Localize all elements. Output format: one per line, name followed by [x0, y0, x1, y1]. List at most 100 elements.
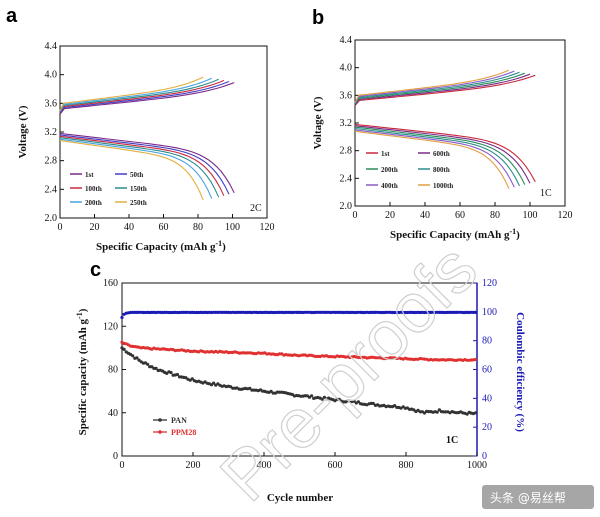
point-pan: [271, 391, 275, 395]
point-pan: [137, 358, 141, 362]
point-coulombic-efficiency: [278, 310, 282, 314]
point-pan: [474, 411, 478, 415]
legend-label: 200th: [381, 166, 398, 174]
chart-b: 0 20 40 60 80 100 120 2.0 2.4 2.8 3.2 3.6 4.0 4.4 1s…: [312, 35, 573, 241]
y-tick-label: 120: [103, 321, 118, 332]
chart-c-y-ticks: 0 40 80 120 160: [103, 278, 126, 462]
chart-a-xlabel: Specific Capacity (mAh g-1): [96, 239, 226, 253]
charge-curve-150th: [59, 78, 219, 113]
y-tick-label: 3.2: [45, 127, 58, 138]
charge-curve-100th: [59, 79, 225, 113]
x-tick-label: 100: [225, 222, 240, 233]
point-coulombic-efficiency: [271, 310, 275, 315]
point-pan: [212, 381, 216, 385]
point-coulombic-efficiency: [456, 310, 461, 314]
chart-c-ylabel: Specific capacity (mAh g-1): [75, 308, 89, 435]
credit-text: 头条 @易丝帮: [490, 491, 566, 505]
point-coulombic-efficiency: [214, 310, 218, 314]
x-tick-label: 400: [257, 460, 272, 471]
y-tick-label: 2.4: [45, 184, 58, 195]
y-tick-label: 3.6: [340, 90, 353, 101]
point-ppm28: [474, 357, 478, 362]
chart-b-ylabel: Voltage (V): [312, 96, 324, 149]
point-ppm28: [356, 355, 360, 360]
y-tick-label: 3.2: [340, 118, 353, 129]
y-tick-label: 4.4: [45, 41, 58, 52]
x-tick-label: 20: [90, 222, 100, 233]
watermark: Pre-proofs: [205, 229, 491, 515]
x-tick-label: 0: [58, 222, 63, 233]
point-ppm28: [456, 358, 461, 362]
point-pan: [169, 370, 173, 375]
chart-c-y2-ticks: 0 20 40 60 80 100 120: [473, 278, 497, 462]
chart-a-annotation: 2C: [250, 203, 262, 214]
point-pan: [190, 377, 194, 381]
y2-tick-label: 60: [482, 365, 492, 376]
point-coulombic-efficiency: [474, 310, 478, 314]
point-coulombic-efficiency: [448, 310, 452, 314]
discharge-curve-200th: [354, 126, 526, 185]
discharge-curve-50th: [59, 134, 230, 195]
x-tick-label: 80: [490, 210, 500, 221]
point-pan: [154, 366, 158, 370]
legend-label: 800th: [433, 166, 450, 174]
point-pan: [122, 347, 126, 351]
chart-c-xlabel: Cycle number: [267, 492, 333, 504]
point-coulombic-efficiency: [393, 310, 397, 315]
y2-tick-label: 100: [482, 307, 497, 318]
y-tick-label: 2.0: [340, 201, 353, 212]
y2-tick-label: 20: [482, 422, 492, 433]
point-coulombic-efficiency: [235, 310, 239, 314]
x-tick-label: 20: [385, 210, 395, 221]
charge-curve-400th: [354, 70, 515, 104]
point-pan: [135, 356, 139, 360]
chart-a-ylabel: Voltage (V): [17, 105, 29, 158]
legend-label: 600th: [433, 150, 450, 158]
point-pan: [248, 386, 252, 390]
charge-curve-50th: [59, 80, 230, 114]
legend-label: 200th: [85, 199, 102, 207]
point-coulombic-efficiency: [442, 310, 446, 315]
point-pan: [152, 366, 156, 370]
y-tick-label: 2.4: [340, 173, 353, 184]
y2-tick-label: 80: [482, 336, 492, 347]
credit-badge: [482, 485, 594, 509]
discharge-curve-400th: [354, 129, 515, 188]
x-tick-label: 0: [120, 460, 125, 471]
point-pan: [175, 372, 179, 377]
point-coulombic-efficiency: [192, 310, 196, 315]
y-tick-label: 80: [108, 365, 118, 376]
charge-curve-200th: [59, 77, 213, 112]
point-coulombic-efficiency: [344, 310, 348, 314]
point-coulombic-efficiency: [371, 310, 375, 314]
point-pan: [442, 410, 446, 414]
point-pan: [393, 404, 397, 408]
legend-label: 100th: [85, 185, 102, 193]
point-pan: [352, 399, 356, 403]
legend-label: 400th: [381, 182, 398, 190]
x-tick-label: 60: [159, 222, 169, 233]
y-tick-label: 4.0: [45, 70, 58, 81]
charge-curve-1st: [354, 74, 536, 107]
legend-label: 250th: [130, 199, 147, 207]
discharge-curve-600th: [354, 125, 531, 184]
legend-label: 1000th: [433, 182, 453, 190]
chart-c-y2label: Coulombic efficiency (%): [514, 312, 526, 432]
point-coulombic-efficiency: [427, 310, 431, 314]
charge-curve-200th: [354, 72, 525, 105]
point-coulombic-efficiency: [335, 310, 339, 314]
y-tick-label: 4.0: [340, 63, 353, 74]
point-coulombic-efficiency: [286, 310, 290, 314]
panel-label-b: b: [312, 7, 324, 29]
chart-b-legend: 1st 600th 200th 800th 400th 1000th: [366, 150, 453, 190]
x-tick-label: 120: [260, 222, 275, 233]
x-tick-label: 40: [124, 222, 134, 233]
legend-label: 1st: [381, 150, 390, 158]
legend-marker: [158, 430, 162, 434]
discharge-curve-1000th: [354, 130, 510, 189]
chart-a-x-ticks: 0 20 40 60 80 100 120: [58, 214, 275, 233]
panel-label-c: c: [90, 259, 101, 281]
discharge-curve-800th: [354, 127, 520, 187]
charge-curve-800th: [354, 71, 520, 104]
